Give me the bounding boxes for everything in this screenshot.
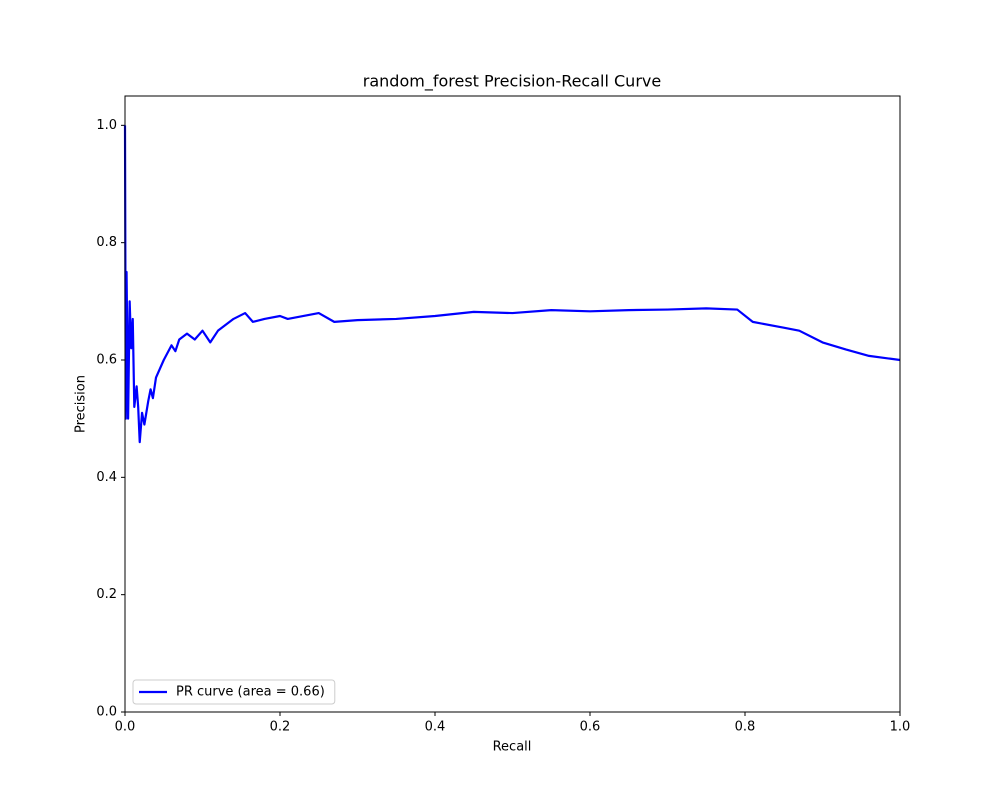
- legend: [132, 679, 336, 705]
- y-tick-label: 0.2: [96, 587, 117, 602]
- y-axis-label: Precision: [74, 375, 89, 433]
- y-tick-label: 0.4: [96, 470, 117, 485]
- y-tick-label: 0.8: [96, 235, 117, 250]
- y-tick-label: 0.0: [96, 705, 117, 720]
- x-tick-label: 0.0: [115, 720, 136, 735]
- legend-label: PR curve (area = 0.66): [176, 685, 325, 700]
- pr-curve: [123, 125, 901, 444]
- x-tick-label: 0.6: [580, 720, 601, 735]
- x-tick-label: 0.4: [425, 720, 446, 735]
- x-tick-label: 0.2: [270, 720, 291, 735]
- x-tick-label: 1.0: [890, 720, 911, 735]
- x-tick-label: 0.8: [735, 720, 756, 735]
- y-tick-label: 1.0: [96, 118, 117, 133]
- y-tick-label: 0.6: [96, 353, 117, 368]
- x-axis-label: Recall: [493, 740, 532, 755]
- axes-frame: [124, 95, 901, 713]
- chart-title: random_forest Precision-Recall Curve: [363, 72, 661, 92]
